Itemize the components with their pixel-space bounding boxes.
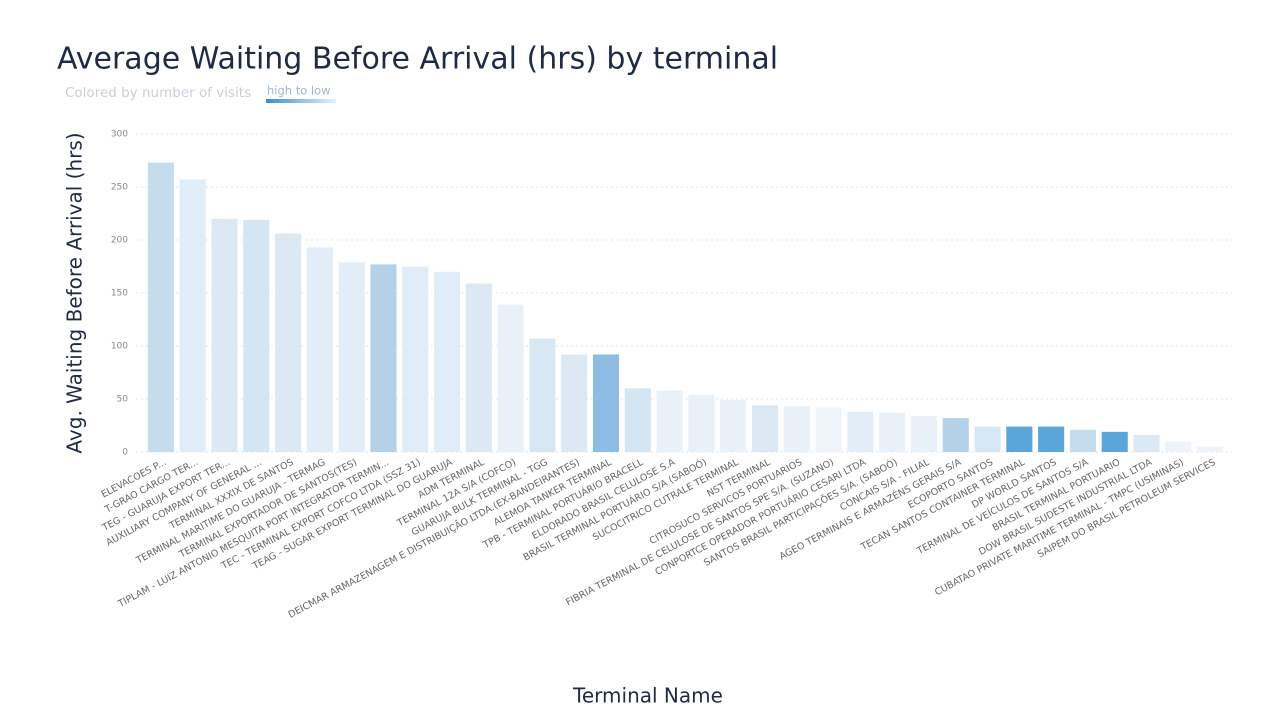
bar	[879, 412, 906, 452]
y-axis-label: Avg. Waiting Before Arrival (hrs)	[63, 132, 87, 453]
bar	[306, 247, 333, 452]
bar	[1101, 431, 1128, 452]
bar	[434, 271, 461, 452]
bar	[179, 179, 206, 452]
y-tick-label: 250	[111, 183, 128, 193]
y-tick-label: 150	[111, 289, 128, 299]
bar	[147, 162, 174, 452]
bar	[783, 406, 810, 452]
bar	[338, 262, 365, 452]
bar	[211, 218, 238, 452]
bar	[688, 394, 715, 452]
bar	[847, 411, 874, 452]
y-tick-label: 0	[122, 448, 128, 458]
bar	[656, 390, 683, 452]
y-tick-label: 50	[117, 395, 129, 405]
bar	[370, 264, 397, 452]
bar	[751, 405, 779, 452]
bar	[1197, 446, 1224, 452]
bar	[243, 219, 270, 452]
legend-gradient	[266, 99, 336, 103]
bar	[275, 233, 302, 452]
bar	[561, 354, 588, 452]
bar	[497, 304, 524, 452]
legend-label: high to low	[267, 84, 331, 98]
bar	[624, 388, 651, 452]
chart-title: Average Waiting Before Arrival (hrs) by …	[57, 42, 778, 77]
x-axis-label: Terminal Name	[572, 684, 723, 708]
subtitle: Colored by number of visits	[65, 85, 251, 101]
bar	[1165, 441, 1192, 452]
bar	[592, 354, 620, 452]
bar	[974, 426, 1001, 452]
bar	[815, 407, 842, 452]
bar	[1006, 426, 1033, 452]
bar	[1069, 429, 1096, 452]
y-tick-label: 300	[111, 130, 128, 140]
bar	[720, 400, 747, 452]
bar	[529, 338, 556, 452]
y-tick-label: 200	[111, 236, 128, 246]
bar	[910, 415, 937, 452]
bar	[1133, 435, 1160, 452]
y-tick-label: 100	[111, 342, 128, 352]
bar	[1038, 426, 1065, 452]
bar	[942, 418, 969, 452]
bar	[465, 283, 492, 452]
bar	[402, 266, 429, 452]
